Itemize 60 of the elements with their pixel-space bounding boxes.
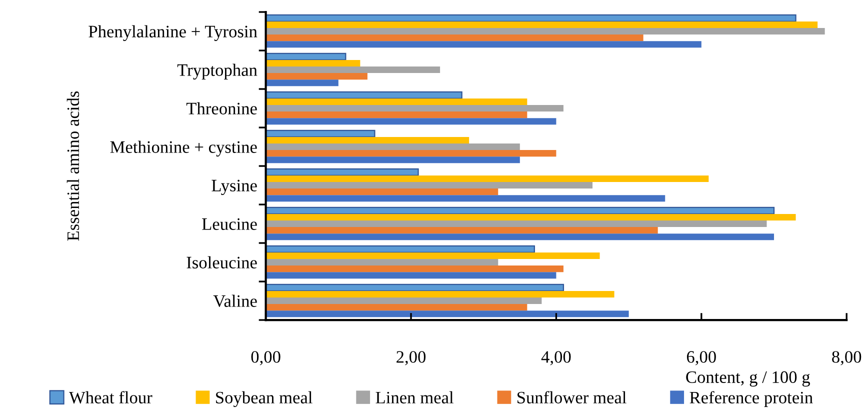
bar [266, 66, 440, 74]
y-axis-title: Essential amino acids [66, 91, 80, 241]
bar [266, 136, 470, 144]
bar [266, 91, 462, 99]
bar [266, 80, 338, 86]
x-tick-label: 6,00 [686, 351, 716, 366]
bar [266, 28, 825, 35]
y-tick-label: Valine [213, 294, 257, 308]
bar [266, 104, 564, 112]
bar [266, 245, 535, 254]
bar [266, 41, 702, 48]
x-tick-label: 8,00 [832, 351, 862, 366]
bar [266, 220, 767, 228]
x-tick-label: 4,00 [541, 351, 571, 366]
bar [266, 168, 419, 176]
bar [266, 304, 528, 311]
y-tick-label: Tryptophan [177, 64, 258, 80]
y-tick-label: Methionine + cystine [110, 140, 257, 157]
bar [266, 175, 709, 182]
bar [266, 214, 796, 220]
bar [266, 52, 346, 60]
x-tick-label: 0,00 [251, 351, 280, 366]
y-tick-label: Phenylalanine + Tyrosin [88, 25, 258, 42]
x-axis-title: Content, g / 100 g [686, 371, 810, 387]
bar [266, 130, 376, 138]
bar [266, 258, 498, 266]
y-tick-label: Isoleucine [186, 256, 257, 268]
bar [266, 298, 542, 304]
bar [266, 290, 614, 298]
bar [266, 98, 528, 105]
bar [266, 195, 666, 202]
legend-label: Sunflower meal [517, 391, 626, 404]
bar [266, 118, 556, 125]
legend-label: Soybean meal [216, 391, 312, 408]
legend-label: Reference protein [690, 391, 813, 408]
bar [266, 284, 564, 292]
bar [266, 73, 368, 80]
bar [266, 188, 498, 196]
bar [266, 21, 818, 28]
bar [266, 252, 600, 259]
y-tick-label: Leucine [202, 218, 257, 230]
bar [266, 112, 528, 118]
bar [266, 266, 564, 272]
bar [266, 60, 360, 66]
legend-label: Linen meal [376, 391, 454, 404]
bar [266, 182, 593, 189]
bar [266, 206, 775, 215]
bar [266, 34, 644, 42]
bar [266, 272, 556, 279]
x-tick-label: 2,00 [396, 351, 426, 366]
bar [266, 143, 520, 150]
bar [266, 150, 556, 157]
y-tick-label: Threonine [186, 102, 257, 114]
bar [266, 234, 774, 240]
bar [266, 227, 658, 234]
bar [266, 156, 520, 164]
legend-label: Wheat flour [69, 391, 152, 404]
bar [266, 14, 796, 22]
y-tick-label: Lysine [212, 180, 257, 196]
bar [266, 310, 629, 318]
